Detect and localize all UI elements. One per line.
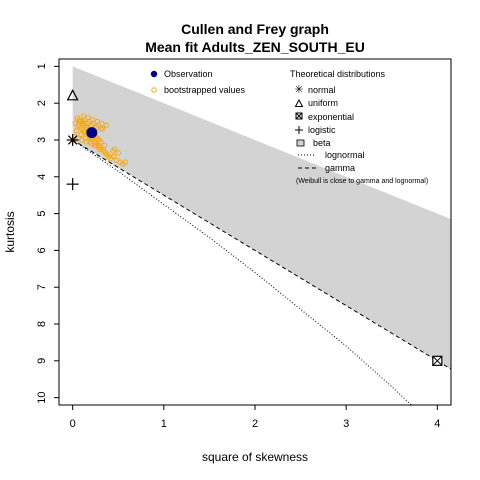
bootstrap-point (73, 128, 79, 134)
legend-lognormal-label: lognormal (325, 150, 365, 160)
x-tick-label: 4 (434, 418, 440, 430)
y-tick-label: 10 (36, 392, 48, 404)
bootstrap-point (85, 115, 91, 121)
gamma-line (72, 139, 451, 370)
x-tick-label: 3 (343, 418, 349, 430)
y-tick-label: 1 (36, 63, 48, 69)
legend-normal-label: normal (308, 85, 336, 95)
x-tick-label: 0 (70, 418, 76, 430)
bootstrap-point (92, 142, 99, 149)
bootstrap-point (99, 120, 105, 127)
exponential-marker-stroke (432, 355, 443, 366)
normal-marker (66, 133, 79, 146)
legend-gamma-label: gamma (325, 163, 355, 173)
beta-region (72, 66, 451, 370)
y-axis: 1 2 3 4 5 6 7 8 9 10 (36, 63, 59, 404)
legend-weibull-note: (Weibull is close to gamma and lognormal… (296, 178, 428, 185)
y-tick-label: 9 (36, 358, 48, 364)
legend-bootstrap-label: bootstrapped values (164, 85, 246, 95)
y-tick-label: 3 (36, 137, 48, 143)
observation-point (86, 127, 98, 139)
chart-title: Cullen and Frey graph (181, 21, 329, 37)
x-axis-label: square of skewness (202, 450, 308, 464)
legend-normal-symbol: ✳ (294, 83, 303, 96)
exponential-marker (432, 355, 443, 366)
theoretical-lines-layer (72, 139, 451, 405)
lognormal-line (72, 139, 413, 405)
bootstrap-point (122, 159, 129, 165)
legend-beta-label: beta (313, 138, 331, 148)
bootstrap-point (111, 153, 117, 160)
y-tick-label: 6 (36, 247, 48, 253)
logistic-marker (66, 178, 79, 191)
bootstrap-point (101, 142, 108, 149)
uniform-marker (66, 89, 79, 101)
legend-theoretical-title: Theoretical distributions (290, 69, 386, 79)
y-tick-label: 2 (36, 100, 48, 106)
y-axis-label: kurtosis (3, 211, 17, 252)
bootstrap-point (98, 139, 104, 145)
x-axis: 0 1 2 3 4 (70, 405, 440, 430)
bootstrap-point (77, 118, 83, 125)
y-tick-label: 5 (36, 211, 48, 217)
x-tick-label: 2 (252, 418, 258, 430)
legend-exponential-symbol (295, 112, 303, 120)
beta-region-layer (72, 66, 451, 370)
legend-bootstrap-symbol (151, 87, 157, 93)
bootstrap-point (100, 126, 106, 132)
bootstrap-point (115, 150, 121, 156)
legend-logistic-label: logistic (308, 125, 336, 135)
bootstrap-point (90, 117, 96, 123)
bootstrap-point (80, 113, 87, 119)
x-tick-label: 1 (161, 418, 167, 430)
bootstrap-point (111, 146, 118, 152)
bootstrap-point (78, 131, 84, 138)
legend-beta-symbol (296, 139, 305, 147)
bootstrap-point (103, 122, 110, 128)
legend-logistic-symbol (295, 126, 303, 134)
legend: Observation bootstrapped values Theoreti… (150, 69, 428, 185)
bootstrap-point (97, 144, 103, 150)
bootstrap-point (72, 120, 79, 127)
bootstrap-point (88, 141, 94, 147)
y-tick-label: 7 (36, 284, 48, 290)
y-tick-label: 4 (36, 174, 48, 180)
legend-uniform-label: uniform (308, 98, 338, 108)
legend-observation-label: Observation (164, 69, 213, 79)
theoretical-markers-layer (66, 89, 443, 366)
legend-exponential-label: exponential (308, 112, 354, 122)
legend-observation-symbol (150, 70, 158, 78)
normal-marker-stroke (67, 135, 78, 145)
bootstrap-point (83, 139, 89, 145)
bootstrap-point (98, 126, 104, 132)
y-tick-label: 8 (36, 321, 48, 327)
legend-uniform-symbol (294, 98, 304, 107)
chart-subtitle: Mean fit Adults_ZEN_SOUTH_EU (145, 39, 365, 55)
bootstrap-point (94, 118, 100, 125)
